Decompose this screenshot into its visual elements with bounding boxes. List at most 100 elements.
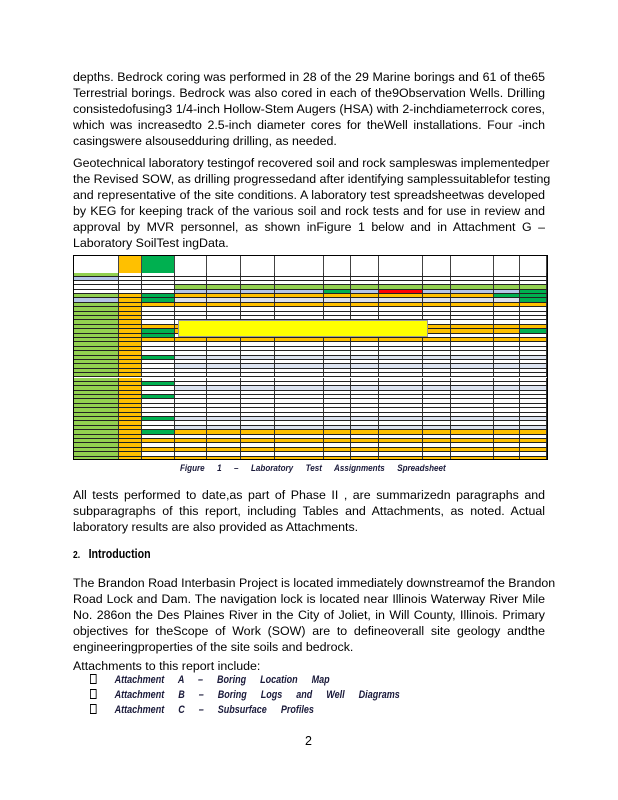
cell (118, 368, 142, 373)
cell (74, 277, 119, 280)
cell (520, 412, 547, 417)
cell (378, 399, 423, 403)
cell (323, 443, 351, 447)
cell (141, 302, 175, 307)
cell (350, 386, 379, 390)
cell (422, 281, 452, 284)
cell (451, 439, 495, 443)
header-cell (323, 256, 351, 273)
cell (141, 355, 175, 359)
cell (174, 281, 208, 284)
cell (74, 351, 119, 355)
cell (451, 315, 495, 320)
cell (494, 434, 521, 439)
cell (275, 315, 324, 320)
cell (141, 368, 175, 373)
cell (378, 390, 423, 395)
cell (141, 333, 175, 337)
cell (141, 425, 175, 430)
text-line: Laboratory SoilTest ingData. (73, 236, 229, 250)
cell (207, 395, 242, 399)
cell (174, 346, 208, 351)
cell (378, 302, 423, 307)
cell (241, 399, 276, 403)
cell (207, 421, 242, 425)
spreadsheet-row (74, 456, 547, 459)
cell (141, 447, 175, 452)
cell (207, 403, 242, 408)
cell (207, 386, 242, 390)
cell (520, 351, 547, 355)
cell (275, 386, 324, 390)
cell (74, 342, 119, 346)
spreadsheet-row (74, 439, 547, 444)
cell (174, 395, 208, 399)
cell (422, 355, 452, 359)
cell (74, 425, 119, 430)
cell (422, 307, 452, 311)
cell (494, 377, 521, 381)
cell (141, 373, 175, 377)
cell (275, 412, 324, 417)
cell (241, 381, 276, 386)
cell (174, 285, 208, 289)
cell (241, 359, 276, 364)
cell (451, 311, 495, 315)
spreadsheet-row (74, 417, 547, 422)
cell (141, 443, 175, 447)
cell (241, 452, 276, 456)
bullet-icon (90, 704, 97, 714)
cell (451, 452, 495, 456)
cell (323, 417, 351, 421)
cell (422, 359, 452, 364)
cell (451, 294, 495, 298)
spreadsheet-subheader-row (74, 290, 547, 294)
cell (494, 320, 521, 324)
cell (118, 294, 142, 298)
cell (494, 381, 521, 386)
paragraph-introduction: The Brandon Road Interbasin Project is l… (73, 575, 555, 655)
cell (207, 443, 242, 447)
cell (494, 417, 521, 421)
cell (520, 452, 547, 456)
text-line: casingswere alsousedduring drilling, as … (73, 134, 337, 148)
cell (323, 359, 351, 364)
cell (451, 443, 495, 447)
cell (241, 421, 276, 425)
cell (74, 294, 119, 298)
cell (520, 381, 547, 386)
cell (350, 315, 379, 320)
cell (241, 386, 276, 390)
cell (241, 285, 276, 289)
cell (350, 443, 379, 447)
cell (174, 452, 208, 456)
cell (378, 273, 423, 276)
cell (241, 417, 276, 421)
cell (74, 443, 119, 447)
cell (207, 417, 242, 421)
cell (323, 298, 351, 302)
cell (141, 337, 175, 342)
cell (275, 281, 324, 284)
lab-test-spreadsheet-figure (73, 255, 548, 460)
cell (275, 364, 324, 368)
cell (207, 408, 242, 412)
spreadsheet-subheader-row (74, 285, 547, 290)
cell (494, 302, 521, 307)
cell (275, 355, 324, 359)
cell (422, 377, 452, 381)
cell (422, 373, 452, 377)
cell (323, 285, 351, 289)
cell (275, 381, 324, 386)
cell (494, 443, 521, 447)
cell (422, 386, 452, 390)
cell (451, 277, 495, 280)
cell (422, 425, 452, 430)
cell (74, 430, 119, 434)
cell (451, 285, 495, 289)
cell (241, 355, 276, 359)
cell (323, 302, 351, 307)
cell (118, 443, 142, 447)
header-cell (422, 256, 452, 273)
cell (520, 294, 547, 298)
